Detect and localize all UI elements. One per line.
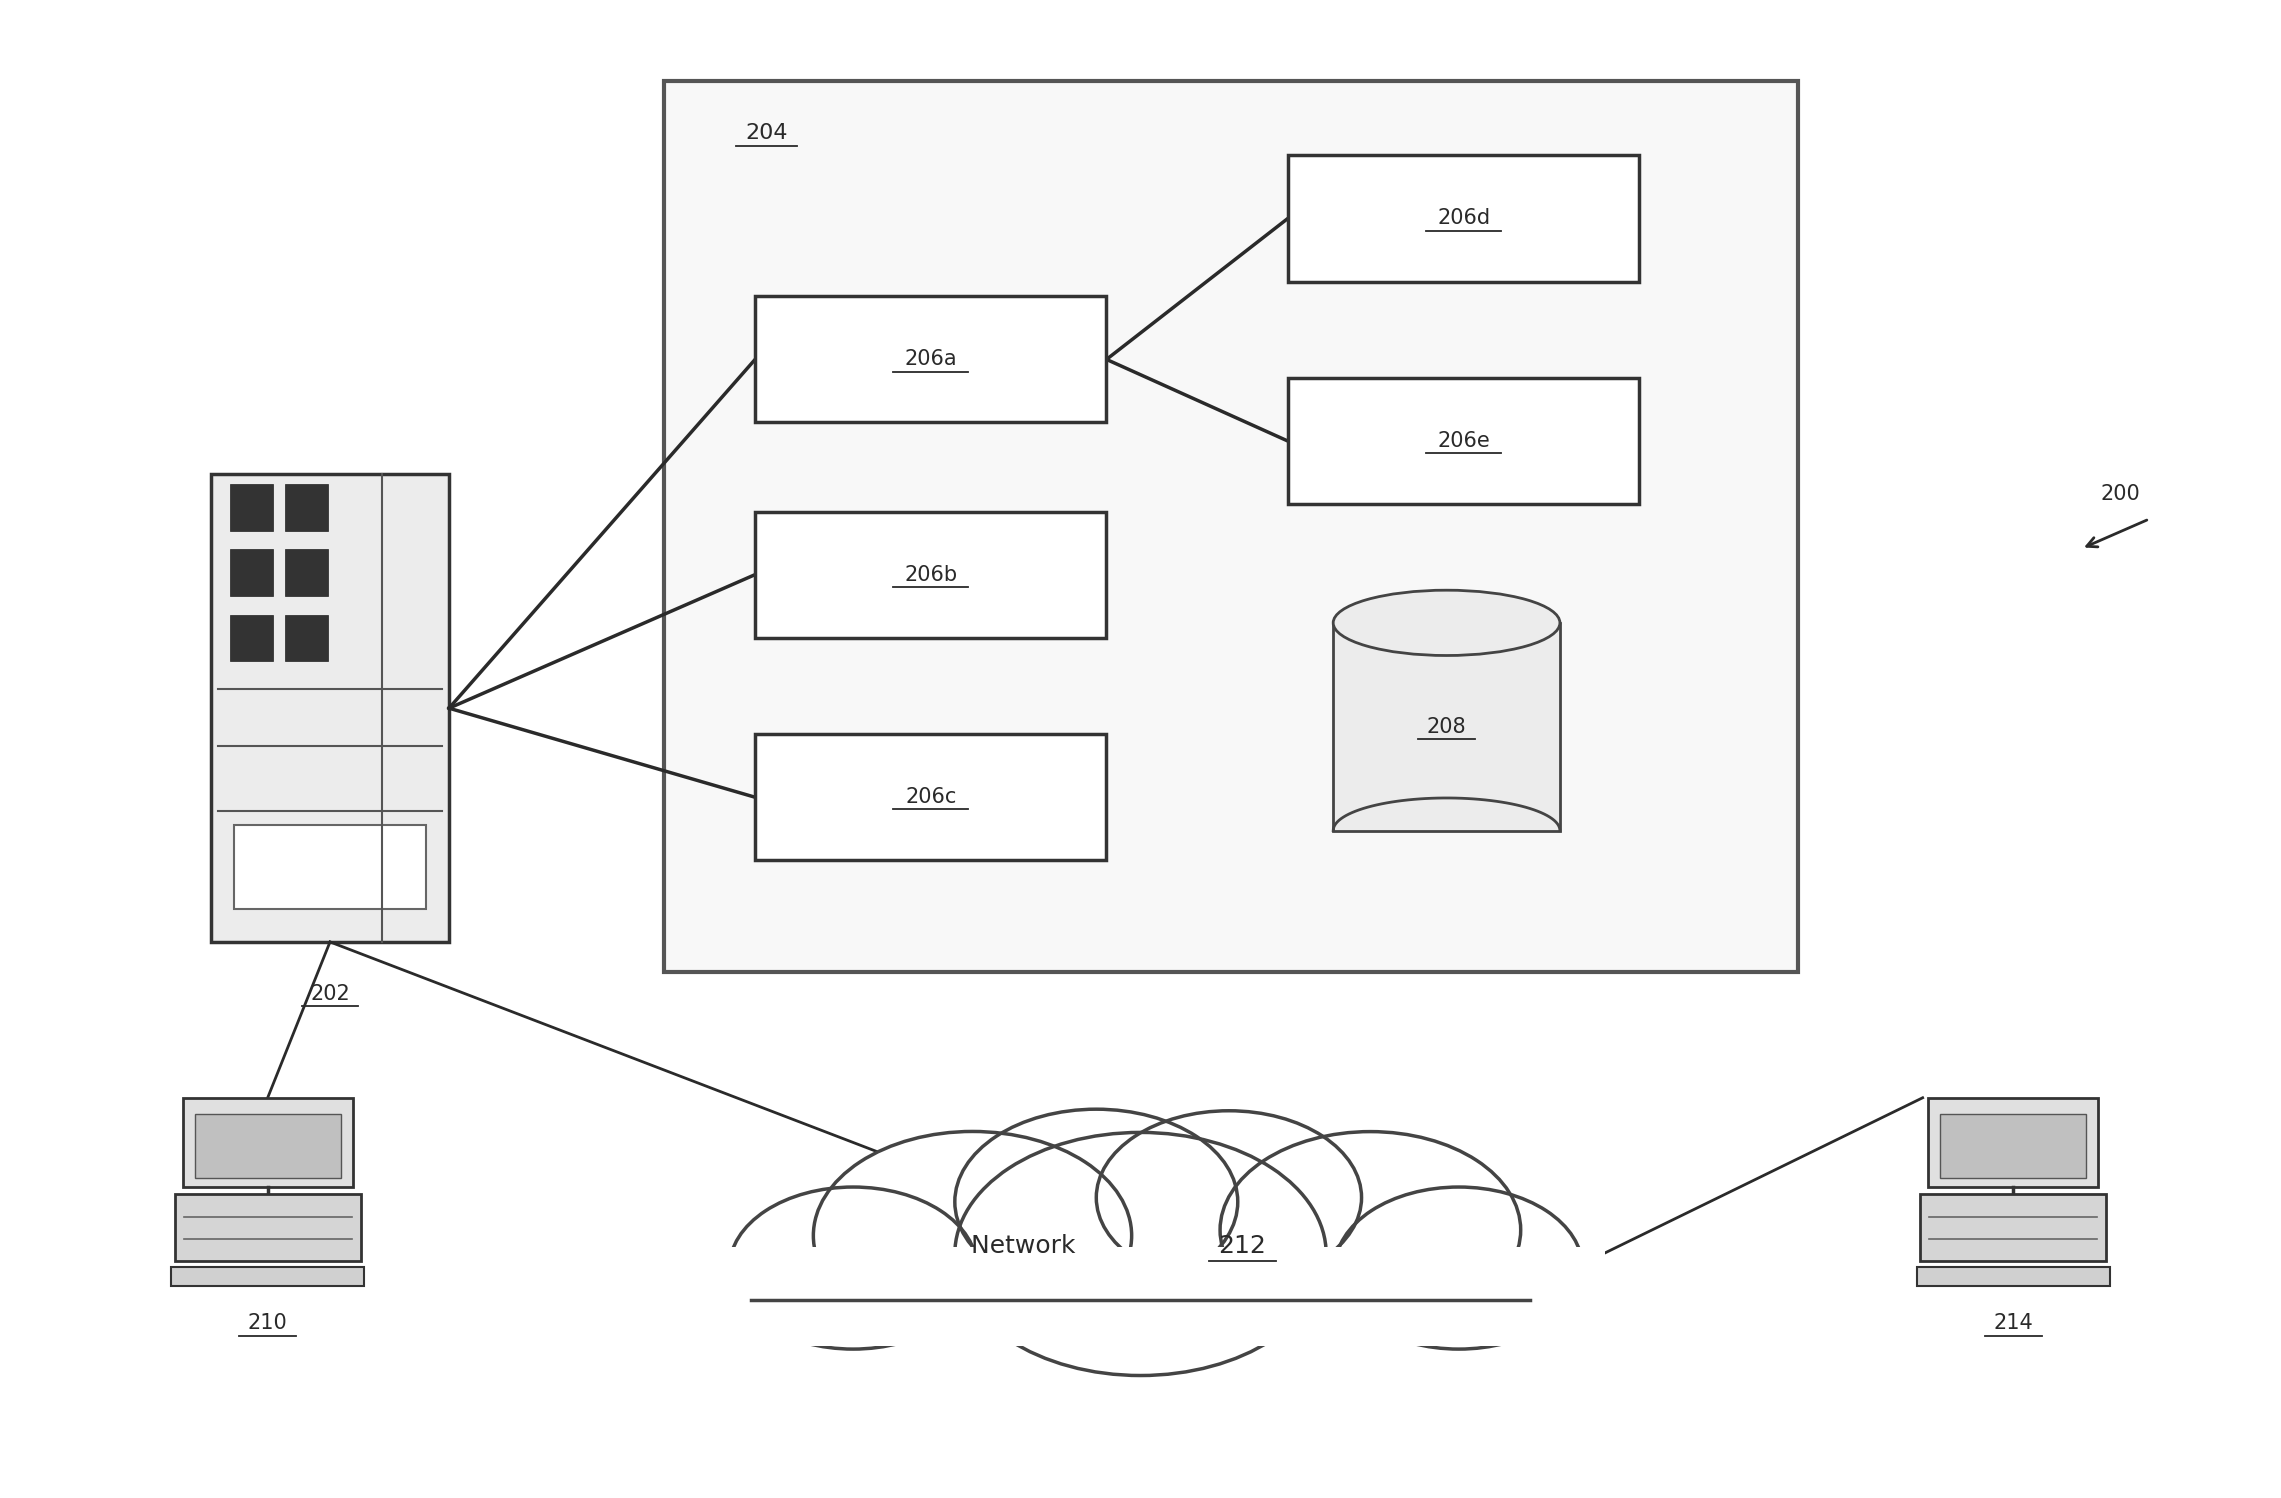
Text: 214: 214	[1994, 1314, 2032, 1333]
Circle shape	[956, 1109, 1239, 1294]
FancyBboxPatch shape	[1332, 623, 1560, 830]
FancyBboxPatch shape	[755, 297, 1106, 422]
FancyBboxPatch shape	[285, 614, 328, 662]
Circle shape	[1220, 1131, 1521, 1329]
Text: 206c: 206c	[906, 788, 956, 807]
Circle shape	[956, 1132, 1325, 1375]
FancyBboxPatch shape	[1941, 1115, 2087, 1177]
Circle shape	[814, 1131, 1131, 1339]
FancyBboxPatch shape	[182, 1098, 354, 1186]
FancyBboxPatch shape	[176, 1194, 360, 1261]
FancyBboxPatch shape	[1921, 1194, 2105, 1261]
FancyBboxPatch shape	[755, 511, 1106, 638]
Text: 202: 202	[310, 984, 349, 1004]
Circle shape	[1097, 1110, 1362, 1284]
FancyBboxPatch shape	[1916, 1267, 2110, 1287]
Ellipse shape	[1332, 590, 1560, 656]
FancyBboxPatch shape	[285, 550, 328, 596]
Text: 208: 208	[1426, 716, 1467, 737]
FancyBboxPatch shape	[1927, 1098, 2099, 1186]
Text: 210: 210	[249, 1314, 287, 1333]
FancyBboxPatch shape	[755, 734, 1106, 860]
Circle shape	[1334, 1186, 1583, 1350]
FancyBboxPatch shape	[230, 614, 274, 662]
Text: 204: 204	[746, 123, 787, 144]
Text: 200: 200	[2101, 484, 2140, 505]
Text: 212: 212	[1218, 1234, 1266, 1258]
Text: 206b: 206b	[903, 565, 958, 584]
Circle shape	[730, 1186, 976, 1350]
Text: 206d: 206d	[1437, 208, 1489, 228]
Text: 206e: 206e	[1437, 431, 1489, 451]
FancyBboxPatch shape	[230, 484, 274, 530]
FancyBboxPatch shape	[664, 81, 1797, 972]
FancyBboxPatch shape	[210, 475, 449, 942]
FancyBboxPatch shape	[194, 1115, 340, 1177]
Text: 206a: 206a	[906, 349, 958, 370]
FancyBboxPatch shape	[1289, 156, 1640, 282]
FancyBboxPatch shape	[171, 1267, 365, 1287]
FancyBboxPatch shape	[233, 825, 427, 909]
FancyBboxPatch shape	[230, 550, 274, 596]
FancyBboxPatch shape	[1289, 377, 1640, 505]
FancyBboxPatch shape	[285, 484, 328, 530]
FancyBboxPatch shape	[675, 1246, 1606, 1345]
Text: Network: Network	[972, 1234, 1083, 1258]
